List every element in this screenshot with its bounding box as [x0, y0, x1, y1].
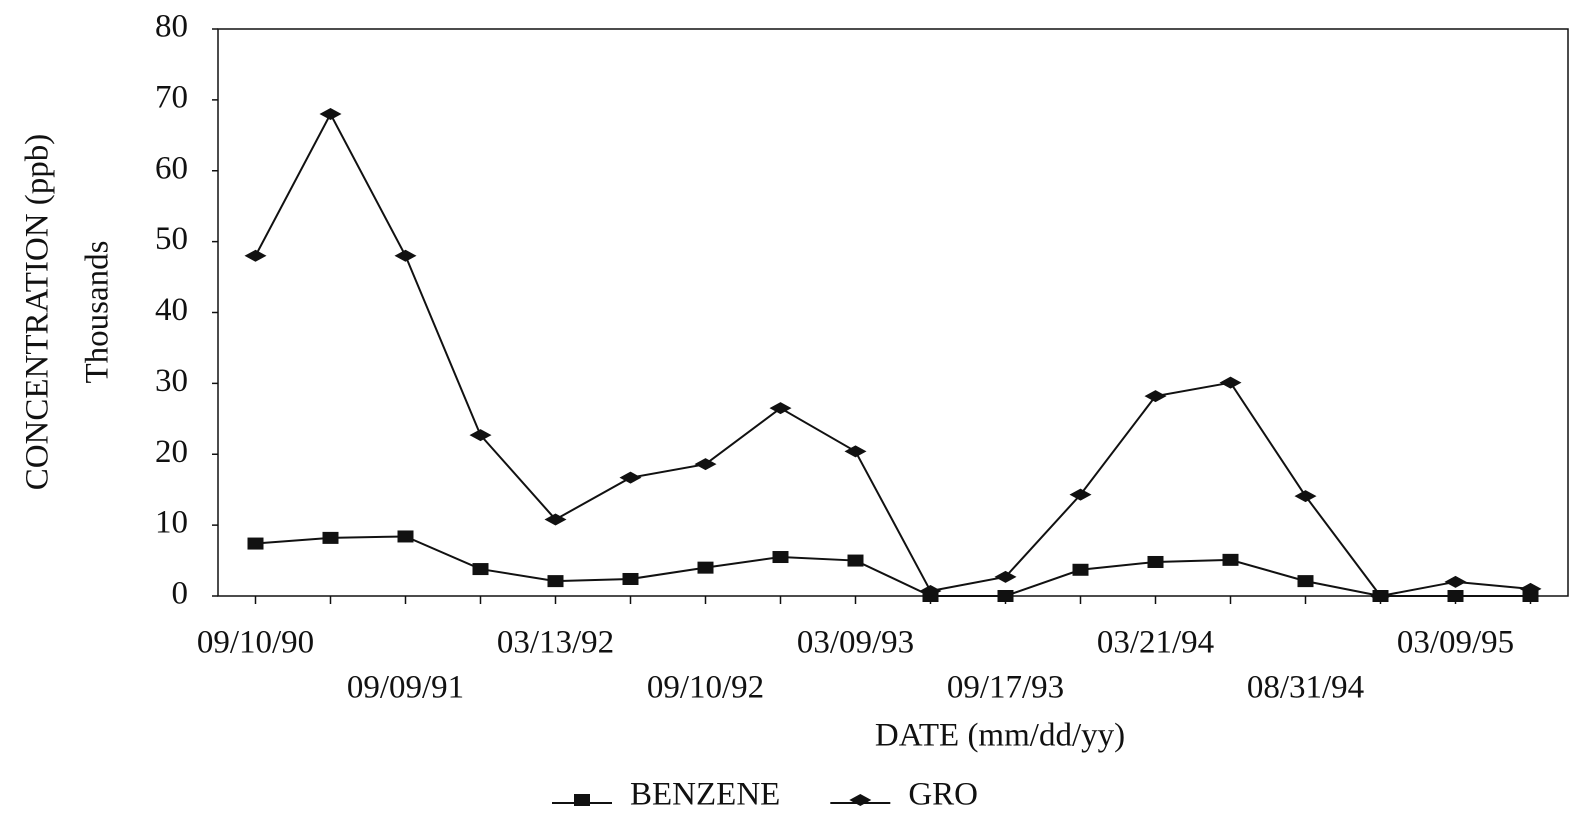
y-tick-label: 50	[155, 221, 188, 257]
marker	[847, 554, 864, 567]
marker	[769, 402, 792, 415]
marker	[544, 513, 567, 526]
marker	[1147, 555, 1164, 568]
legend-label: GRO	[908, 777, 978, 813]
marker	[697, 561, 714, 574]
x-axis-label: DATE (mm/dd/yy)	[875, 718, 1125, 754]
series-line	[254, 111, 1531, 598]
y-unit-label: Thousands	[80, 241, 116, 384]
marker	[469, 429, 492, 442]
x-tick-label: 08/31/94	[1247, 670, 1364, 706]
marker	[322, 531, 339, 544]
marker	[1447, 590, 1464, 602]
marker	[547, 575, 564, 588]
marker	[394, 249, 417, 262]
marker	[1219, 376, 1242, 389]
x-tick-label: 09/17/93	[947, 670, 1064, 706]
marker	[994, 570, 1017, 583]
marker	[1222, 553, 1239, 566]
marker	[1072, 563, 1089, 576]
legend-label: BENZENE	[630, 777, 780, 813]
x-tick-label: 03/09/95	[1397, 625, 1514, 661]
marker	[319, 108, 342, 121]
x-tick-label: 09/10/92	[647, 670, 764, 706]
y-tick-label: 20	[155, 434, 188, 470]
y-tick-label: 0	[172, 576, 189, 612]
marker	[1297, 575, 1314, 588]
marker	[997, 590, 1014, 602]
marker	[1522, 590, 1539, 602]
marker	[919, 585, 942, 598]
plot-frame	[217, 28, 1569, 597]
marker	[574, 794, 590, 806]
x-tick-label: 09/09/91	[347, 670, 464, 706]
series-line	[255, 535, 1531, 597]
y-tick-label: 40	[155, 292, 188, 328]
marker	[694, 458, 717, 471]
marker	[622, 572, 639, 585]
x-tick-label: 03/13/92	[497, 625, 614, 661]
marker	[1144, 390, 1167, 403]
marker	[772, 551, 789, 564]
x-tick-label: 03/09/93	[797, 625, 914, 661]
marker	[397, 530, 414, 543]
marker	[472, 563, 489, 576]
marker	[1444, 575, 1467, 588]
marker	[247, 537, 264, 550]
marker	[844, 445, 867, 458]
marker	[1369, 590, 1392, 602]
x-tick-label: 09/10/90	[197, 625, 314, 661]
marker	[1519, 582, 1542, 595]
y-axis-label: CONCENTRATION (ppb)	[20, 134, 56, 491]
y-tick-label: 60	[155, 150, 188, 186]
y-tick-label: 10	[155, 505, 188, 541]
marker	[1069, 488, 1092, 501]
marker	[1294, 490, 1317, 503]
y-tick-label: 70	[155, 79, 188, 115]
marker	[244, 249, 267, 262]
marker	[619, 471, 642, 484]
marker	[849, 794, 872, 806]
x-tick-label: 03/21/94	[1097, 625, 1214, 661]
y-tick-label: 30	[155, 363, 188, 399]
y-tick-label: 80	[155, 9, 188, 45]
